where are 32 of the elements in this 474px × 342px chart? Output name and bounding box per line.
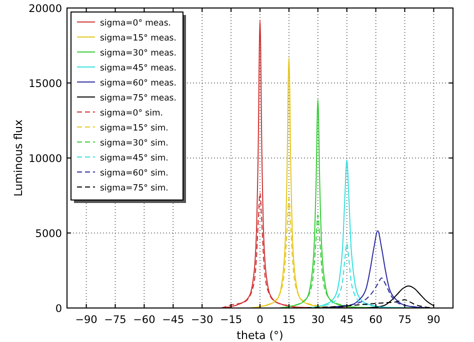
y-tick-label: 15000: [28, 78, 62, 90]
legend-label: sigma=45° sim.: [100, 154, 168, 164]
x-tick-label: 60: [369, 314, 382, 326]
y-axis-title: Luminous flux: [12, 119, 25, 196]
x-axis-title: theta (°): [236, 329, 284, 342]
x-tick-label: −60: [133, 314, 156, 326]
legend-label: sigma=15° sim.: [100, 124, 168, 134]
x-tick-label: −75: [104, 314, 126, 326]
legend-label: sigma=60° meas.: [100, 78, 176, 88]
y-tick-label: 20000: [28, 3, 62, 15]
y-tick-label: 0: [55, 303, 62, 315]
legend-label: sigma=75° meas.: [100, 94, 176, 104]
legend-label: sigma=60° sim.: [100, 168, 168, 178]
legend-label: sigma=30° sim.: [100, 138, 168, 148]
x-tick-label: −90: [75, 314, 98, 326]
x-tick-label: −15: [220, 314, 242, 326]
legend-label: sigma=0° sim.: [100, 108, 163, 118]
x-tick-label: 45: [340, 314, 354, 326]
x-tick-label: 0: [256, 314, 264, 326]
legend-label: sigma=15° meas.: [100, 34, 176, 44]
legend-label: sigma=0° meas.: [100, 18, 172, 28]
legend-label: sigma=45° meas.: [100, 64, 176, 74]
legend-label: sigma=30° meas.: [100, 48, 176, 58]
x-tick-label: −45: [162, 314, 184, 326]
x-tick-label: 15: [282, 314, 296, 326]
x-tick-label: 30: [311, 314, 325, 326]
x-tick-label: 90: [427, 314, 440, 326]
x-tick-label: 75: [398, 314, 412, 326]
x-tick-label: −30: [191, 314, 214, 326]
legend-label: sigma=75° sim.: [100, 184, 168, 194]
y-tick-label: 5000: [35, 228, 62, 240]
y-tick-label: 10000: [28, 153, 62, 165]
